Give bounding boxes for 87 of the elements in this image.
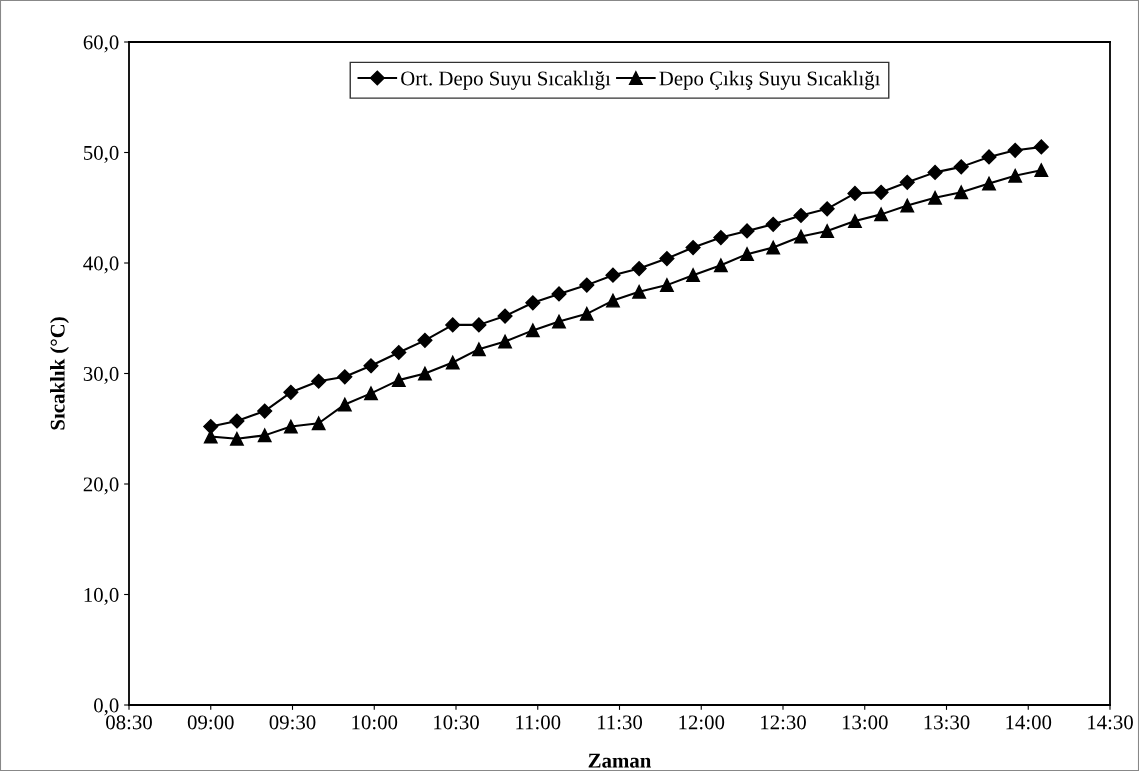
- point: [873, 184, 889, 200]
- y-tick-label: 50,0: [84, 145, 119, 163]
- point: [1008, 168, 1023, 183]
- x-tick-label: 09:00: [187, 715, 234, 730]
- point: [311, 373, 327, 389]
- point: [337, 397, 352, 412]
- point: [525, 323, 540, 338]
- x-tick-label: 11:00: [516, 715, 561, 730]
- point: [631, 260, 647, 277]
- y-axis-title: Sıcaklık (°C): [50, 317, 69, 430]
- y-tick-label: 10,0: [84, 587, 119, 605]
- point: [229, 413, 245, 429]
- x-tick-label: 14:00: [1006, 715, 1052, 730]
- point: [819, 201, 835, 217]
- point: [847, 185, 863, 201]
- point: [606, 293, 620, 308]
- x-tick-label: 08:30: [106, 715, 152, 730]
- legend-label: Depo Çıkış Suyu Sıcaklığı: [659, 70, 881, 90]
- point: [766, 240, 781, 255]
- point: [982, 176, 996, 191]
- point: [981, 149, 997, 165]
- point: [363, 358, 379, 374]
- point: [283, 419, 298, 434]
- x-tick-label: 09:30: [269, 715, 316, 730]
- point: [632, 284, 647, 299]
- point: [686, 268, 701, 283]
- point: [391, 344, 407, 361]
- point: [283, 384, 299, 400]
- point: [685, 239, 701, 256]
- point: [498, 334, 512, 349]
- point: [954, 185, 969, 200]
- y-tick-label: 0,0: [94, 698, 119, 716]
- legend-label: Ort. Depo Suyu Sıcaklığı: [401, 70, 611, 90]
- point: [417, 366, 432, 381]
- point: [847, 214, 862, 228]
- point: [900, 198, 915, 213]
- point: [1007, 142, 1023, 158]
- point: [899, 174, 915, 190]
- x-tick-label: 13:00: [842, 715, 888, 730]
- point: [229, 431, 244, 446]
- x-axis-title: Zaman: [588, 753, 652, 768]
- x-tick-label: 11:30: [598, 715, 643, 730]
- x-tick-label: 13:30: [924, 715, 970, 730]
- point: [820, 224, 835, 238]
- point: [445, 317, 461, 333]
- point: [1034, 163, 1049, 178]
- point: [551, 286, 567, 302]
- point: [552, 314, 566, 329]
- x-tick-label: 14:30: [1088, 715, 1133, 730]
- x-tick-label: 12:00: [679, 715, 725, 730]
- point: [525, 295, 541, 311]
- point: [579, 306, 594, 321]
- point: [659, 251, 675, 267]
- point: [445, 355, 460, 370]
- point: [497, 308, 513, 324]
- x-tick-label: 10:30: [434, 715, 479, 730]
- point: [874, 207, 889, 222]
- point: [337, 369, 353, 385]
- point: [713, 258, 728, 273]
- point: [391, 373, 406, 388]
- point: [605, 267, 621, 283]
- point: [953, 159, 969, 175]
- point: [417, 332, 433, 348]
- point: [257, 403, 273, 419]
- point: [471, 342, 486, 357]
- x-tick-label: 12:30: [761, 715, 806, 730]
- point: [794, 229, 808, 244]
- point: [740, 247, 754, 262]
- y-tick-label: 60,0: [83, 35, 119, 53]
- point: [364, 386, 378, 401]
- point: [203, 418, 219, 435]
- y-tick-label: 30,0: [83, 366, 119, 384]
- y-tick-label: 20,0: [83, 477, 119, 495]
- point: [765, 216, 781, 232]
- point: [1033, 139, 1049, 155]
- point: [713, 230, 729, 246]
- y-tick-label: 40,0: [83, 256, 119, 274]
- point: [257, 428, 272, 443]
- point: [928, 190, 943, 205]
- point: [927, 164, 943, 180]
- point: [793, 207, 809, 224]
- point: [659, 278, 674, 293]
- point: [311, 416, 326, 431]
- point: [471, 317, 487, 333]
- point: [579, 277, 595, 293]
- point: [739, 223, 755, 239]
- x-tick-label: 10:00: [352, 715, 398, 730]
